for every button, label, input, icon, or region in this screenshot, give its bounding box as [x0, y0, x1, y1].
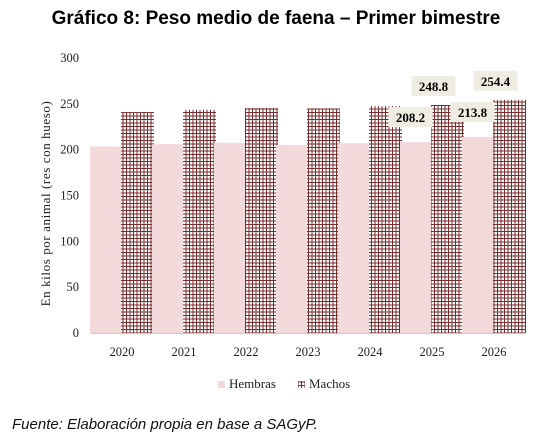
data-label: 248.8: [419, 79, 449, 94]
y-axis-label: En kilos por animal (res con hueso): [38, 101, 53, 307]
y-tick-label: 100: [60, 234, 79, 248]
bar-hembras-2025: [400, 142, 431, 333]
x-tick-label: 2020: [110, 345, 135, 359]
x-tick-label: 2022: [234, 345, 259, 359]
data-label: 208.2: [396, 110, 425, 125]
bar-machos-2024: [369, 106, 402, 333]
data-label-bg: [473, 70, 518, 91]
y-tick-label: 150: [60, 189, 79, 203]
bar-hembras-2024: [338, 143, 369, 333]
data-label-bg: [411, 75, 456, 96]
y-tick-label: 50: [67, 280, 80, 294]
bar-hembras-2026: [462, 137, 493, 333]
data-label-bg: [450, 102, 495, 123]
y-tick-label: 250: [60, 97, 79, 111]
legend-label-hembras: Hembras: [229, 376, 276, 391]
bar-hembras-2022: [214, 142, 245, 333]
legend-label-machos: Machos: [309, 376, 350, 391]
data-label: 254.4: [481, 74, 511, 89]
x-tick-label: 2025: [420, 345, 445, 359]
bar-hembras-2020: [90, 146, 121, 333]
bar-hembras-2023: [276, 145, 307, 333]
bar-hembras-2021: [152, 144, 183, 333]
y-tick-label: 200: [60, 143, 79, 157]
y-tick-label: 300: [60, 51, 79, 65]
bar-machos-2021: [183, 109, 216, 334]
y-tick-label: 0: [73, 326, 79, 340]
source-note: Fuente: Elaboración propia en base a SAG…: [12, 416, 318, 433]
y-axis: 0 50 100 150 200 250 300: [60, 51, 79, 340]
bar-machos-2020: [121, 112, 154, 333]
data-label-bg: [388, 107, 433, 128]
data-labels: 208.2 248.8 213.8 254.4: [388, 70, 518, 128]
legend-swatch-machos: [298, 381, 305, 388]
x-axis: 2020 2021 2022 2023 2024 2025 2026: [91, 333, 525, 359]
data-label: 213.8: [458, 105, 488, 120]
bar-machos-2026: [493, 99, 526, 333]
bar-machos-2022: [245, 107, 278, 333]
bars: [90, 99, 526, 334]
legend: Hembras Machos: [218, 376, 350, 391]
legend-swatch-hembras: [218, 381, 225, 388]
x-tick-label: 2021: [172, 345, 197, 359]
x-tick-label: 2026: [482, 345, 507, 359]
chart-title: Gráfico 8: Peso medio de faena – Primer …: [51, 8, 501, 29]
bar-machos-2025: [431, 104, 464, 333]
x-tick-label: 2023: [296, 345, 321, 359]
bar-machos-2023: [307, 108, 340, 334]
x-tick-label: 2024: [358, 345, 384, 359]
